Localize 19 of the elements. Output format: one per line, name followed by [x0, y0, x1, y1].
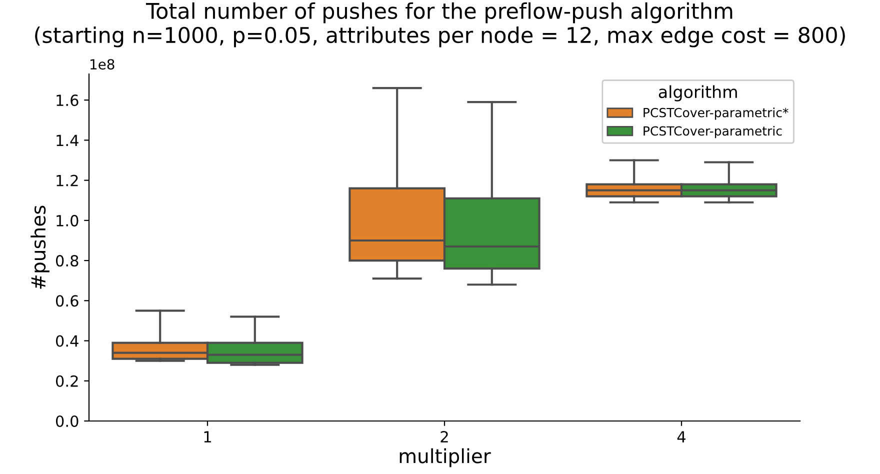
legend-label: PCSTCover-parametric — [644, 126, 782, 138]
y-tick-label: 0.6 — [56, 295, 78, 307]
legend-title: algorithm — [658, 85, 737, 102]
y-axis-title: #pushes — [30, 206, 50, 289]
y-tick-label: 0.8 — [56, 255, 78, 267]
y-tick-label: 1.2 — [56, 174, 78, 186]
y-tick-label: 1.6 — [56, 94, 78, 106]
y-tick-label: 1.4 — [56, 134, 78, 146]
y-tick-label: 0.2 — [56, 375, 78, 387]
x-tick-label: 4 — [677, 431, 686, 442]
y-tick-label: 0.0 — [56, 415, 78, 428]
x-tick-label: 1 — [204, 431, 211, 442]
x-tick-label: 2 — [440, 430, 448, 442]
y-tick-label: 1.0 — [56, 214, 78, 226]
y-tick-label: 0.4 — [56, 335, 78, 347]
text: 1e8 — [90, 59, 114, 70]
x-axis-title: multiplier — [400, 448, 491, 468]
legend-label: PCSTCover-parametric* — [644, 108, 788, 120]
chart-title: Total number of pushes for the preflow-push algorithm (starting n=1000, p=0.05, attributes per node = 12, max edge cost = 800) — [35, 2, 845, 48]
